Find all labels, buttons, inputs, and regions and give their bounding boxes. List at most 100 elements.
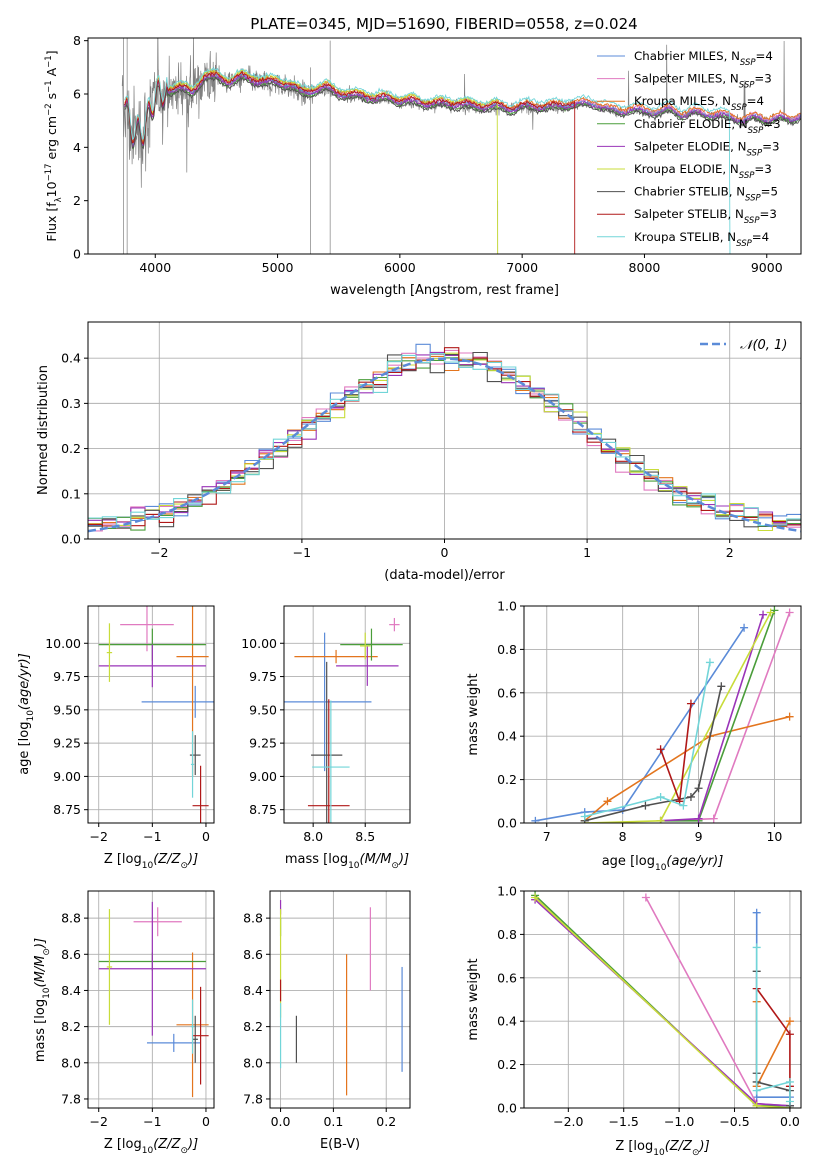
tick-label-y: 8.8 xyxy=(61,911,81,926)
tick-label-y: 8.0 xyxy=(61,1055,81,1070)
legend-label-text: Kroupa MILES, N xyxy=(634,94,731,108)
weight-marker xyxy=(752,1101,761,1108)
legend-label-suffix: =4 xyxy=(747,94,764,108)
tick-label-x: −2.0 xyxy=(553,1114,583,1129)
legend-label-suffix: =3 xyxy=(759,207,776,221)
legend-label-sub: SSP xyxy=(748,126,764,136)
tick-label-y: 8.6 xyxy=(61,947,81,962)
tick-label-y: 9.50 xyxy=(249,702,277,717)
legend-label: Salpeter STELIB, NSSP=3 xyxy=(634,207,777,226)
age-vs-mass-panel: 8.0 8.5 8.75 9.00 9.25 9.50 9.75 10.00 mass [log… xyxy=(241,605,411,871)
weight-marker xyxy=(656,816,665,823)
label-part: −1 xyxy=(44,80,54,93)
x-axis-label: E(B-V) xyxy=(320,1137,360,1152)
tick-label-y: 4 xyxy=(73,140,81,155)
tick-label-y: 9.75 xyxy=(53,669,81,684)
tick-label-y: 0.2 xyxy=(497,772,517,787)
legend-label-text: Chabrier MILES, N xyxy=(634,49,740,63)
y-axis-label: Normed distribution xyxy=(36,365,51,495)
label-part: −2 xyxy=(44,103,54,116)
histogram-steps xyxy=(88,343,801,533)
tick-label-y: 0.8 xyxy=(497,642,517,657)
legend-label: Kroupa MILES, NSSP=4 xyxy=(634,94,764,113)
weight-marker xyxy=(641,893,650,902)
tick-label-y: 8.8 xyxy=(243,911,263,926)
weight-line-c3 xyxy=(584,715,790,822)
label-part: ⊙ xyxy=(42,948,52,956)
legend-label-suffix: =3 xyxy=(763,117,780,131)
weight-line-c6 xyxy=(584,612,772,823)
label-part: mass [log xyxy=(33,999,48,1062)
figure-title: PLATE=0345, MJD=51690, FIBERID=0558, z=0… xyxy=(250,15,637,33)
tick-label-y: 0.4 xyxy=(61,351,81,366)
tick-label-x: −2 xyxy=(90,1114,108,1129)
weight-marker xyxy=(717,682,726,691)
legend-label: Chabrier ELODIE, NSSP=3 xyxy=(634,117,781,136)
tick-label-x: 0 xyxy=(441,545,449,560)
label-part: Z [log xyxy=(615,1139,653,1154)
mass-vs-metallicity-panel: −2 −1 07.88.08.28.48.68.8Z [log10(Z/Z⊙)]ma… xyxy=(33,890,215,1156)
label-part: 10 xyxy=(42,987,52,999)
weight-marker xyxy=(641,801,650,810)
weight-marker xyxy=(694,814,703,823)
weight-marker xyxy=(656,792,665,801)
legend-label-sub: SSP xyxy=(739,81,755,91)
legend-label-suffix: =3 xyxy=(754,72,771,86)
legend-label-suffix: =5 xyxy=(761,185,778,199)
label-part: ⊙ xyxy=(692,1148,700,1158)
axes-frame xyxy=(269,890,411,1109)
label-part: 10 xyxy=(26,710,36,722)
legend-label: Salpeter MILES, NSSP=3 xyxy=(634,72,772,91)
tick-label-x: 0.0 xyxy=(780,1114,800,1129)
tick-label-x: −2 xyxy=(90,829,108,844)
tick-label-y: 0.4 xyxy=(497,1014,517,1029)
tick-label-x: −1.0 xyxy=(664,1114,694,1129)
axes-frame xyxy=(87,321,802,540)
label-part: )] xyxy=(187,1137,198,1152)
label-part: (age/yr)] xyxy=(17,653,32,710)
label-part: erg cm xyxy=(44,116,59,164)
axes-frame xyxy=(523,890,802,1109)
tick-label-x: 8000 xyxy=(629,260,661,275)
label-part: 10 xyxy=(653,1148,665,1158)
model-spectrum-c8 xyxy=(124,70,576,254)
tick-label-y: 8.4 xyxy=(61,983,81,998)
model-spectrum-c5 xyxy=(124,74,801,148)
weight-marker xyxy=(531,816,540,823)
label-part: −17 xyxy=(44,163,54,181)
legend-label-suffix: =3 xyxy=(762,139,779,153)
weight-marker xyxy=(785,1077,794,1086)
tick-label-x: 6000 xyxy=(384,260,416,275)
spectrum-panel: 4000 5000 6000 7000 8000 9000 0 2 4 6 8 Chabrier MI… xyxy=(44,33,802,298)
tick-label-y: 10.00 xyxy=(45,636,81,651)
tick-label-y: 1.0 xyxy=(497,884,517,899)
legend-label-sub: SSP xyxy=(740,58,756,68)
weight-line-c8 xyxy=(756,988,791,1087)
label-part: 10 xyxy=(44,181,59,197)
legend-label-text: Salpeter ELODIE, N xyxy=(634,139,746,153)
weight-marker xyxy=(766,608,775,617)
legend-label-sub: SSP xyxy=(736,239,752,249)
legend-label-text: Salpeter MILES, N xyxy=(634,72,739,86)
weight-marker xyxy=(752,1086,761,1095)
tick-label-x: −1 xyxy=(143,1114,161,1129)
label-part: s xyxy=(44,93,59,104)
x-axis-label: Z [log10(Z/Z⊙)] xyxy=(104,852,198,871)
legend-label: Salpeter ELODIE, NSSP=3 xyxy=(634,139,779,158)
label-part: 10 xyxy=(142,861,154,871)
weight-marker xyxy=(603,797,612,806)
model-spectrum-c7 xyxy=(124,75,801,150)
tick-label-x: 7000 xyxy=(506,260,538,275)
tick-label-y: 6 xyxy=(73,87,81,102)
axes-frame xyxy=(87,37,802,255)
mass-vs-ebv-panel: 0.0 0.1 0.2 7.8 8.0 8.2 8.4 8.6 8.8 E(B-V) xyxy=(243,890,411,1152)
y-axis-label: mass weight xyxy=(466,958,481,1040)
tick-label-y: 0.2 xyxy=(61,441,81,456)
label-part: age [log xyxy=(17,722,32,775)
tick-label-x: 8.0 xyxy=(303,829,323,844)
tick-label-y: 0.1 xyxy=(61,486,81,501)
axes-frame xyxy=(87,890,215,1109)
label-part: (M/M xyxy=(33,956,48,988)
tick-label-y: 8.0 xyxy=(243,1055,263,1070)
weight-marker xyxy=(705,658,714,667)
